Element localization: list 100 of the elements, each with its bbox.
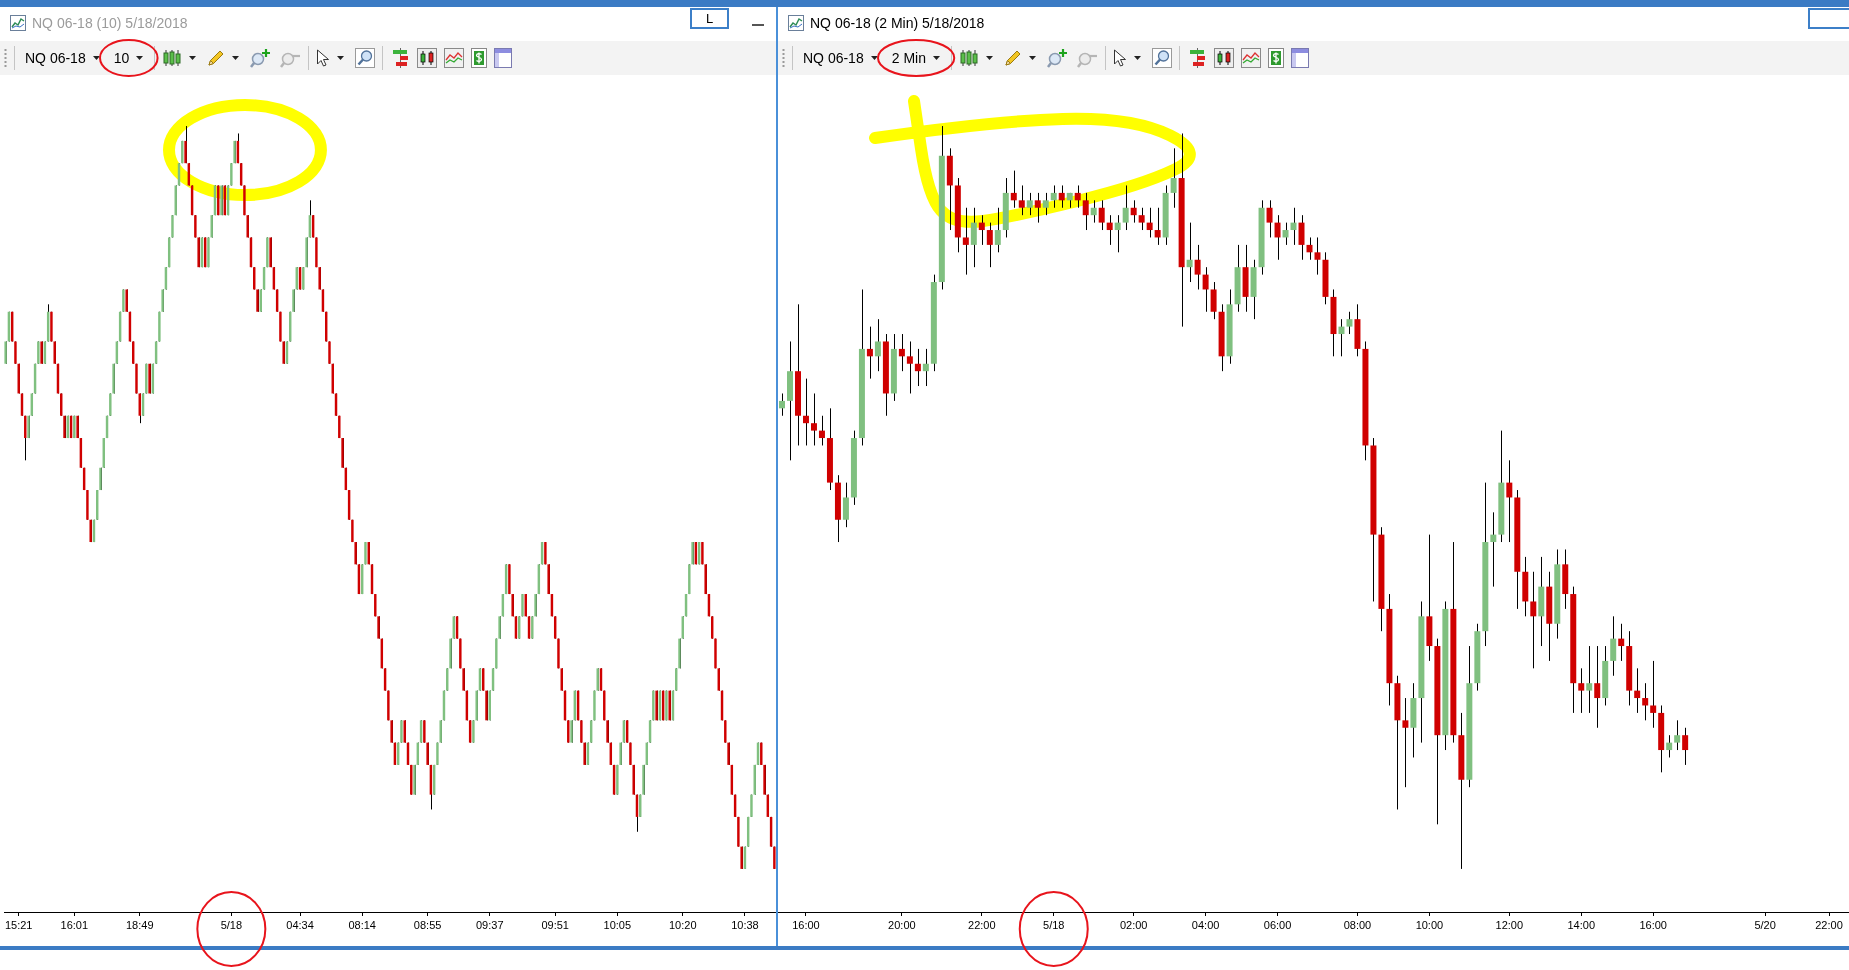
candlestick [1058,184,1065,209]
candlestick [1266,199,1273,238]
x-tick-label: 04:34 [286,918,314,931]
candlestick [994,207,1001,253]
candlestick [1074,184,1081,209]
candlestick [1338,318,1345,357]
candlestick [462,667,465,692]
candlestick [1106,214,1113,246]
x-tick-label: 06:00 [1263,918,1292,931]
text: 2 Min [891,50,926,66]
candlestick [1138,207,1145,231]
x-tick-label: 22:00 [1815,918,1843,931]
candlestick [403,719,406,744]
candlestick [1154,207,1161,246]
candlestick [1122,184,1129,231]
x-tick-label: 08:14 [348,918,376,931]
candlestick [1306,236,1313,261]
text: 10 [113,50,130,66]
candlestick [1274,214,1281,261]
candlestick [1130,199,1137,224]
candlestick [818,415,825,446]
candlestick [1202,266,1209,313]
candlestick [40,340,43,365]
candlestick [14,340,17,365]
candlestick [53,340,56,365]
candlestick [1290,207,1297,246]
x-tick-label: 10:05 [603,918,632,931]
candlestick [256,288,259,313]
candlestick [1610,615,1617,677]
candlestick [978,214,985,246]
candlestick [1098,199,1105,231]
candlestick [423,719,426,744]
candlestick [1042,192,1049,216]
chart-title: NQ 06-18 (2 Min) 5/18/2018 [810,15,985,31]
candlestick [531,615,534,640]
candlestick [125,288,128,313]
candlestick [1594,645,1601,729]
x-tick-label: 02:00 [1119,918,1148,931]
candlestick [1210,281,1217,320]
candlestick [1586,645,1593,714]
candlestick [1034,192,1041,224]
candlestick [970,207,977,268]
candlestick [439,719,442,744]
x-tick-label: 20:00 [888,918,916,931]
candlestick [1082,192,1089,231]
x-tick-label: 5/20 [1754,918,1776,931]
candlestick [1346,311,1353,335]
candlestick [1618,623,1625,662]
candlestick [914,348,921,387]
x-tick-label: 16:00 [1639,918,1667,931]
candlestick [1146,207,1153,238]
candlestick [472,719,475,744]
x-tick-label: 04:00 [1191,918,1220,931]
candlestick [724,719,727,744]
candlestick [498,615,501,640]
x-tick-label: 18:49 [125,918,154,931]
candlestick [1298,214,1305,261]
candlestick [596,667,599,692]
text: NQ 06-18 [803,50,864,66]
candlestick [986,222,993,268]
candlestick [922,348,929,387]
candlestick [390,719,393,744]
candlestick [580,719,583,744]
x-tick-label: 15:21 [4,918,33,931]
candlestick [866,326,873,380]
x-tick-label: 10:00 [1415,918,1444,931]
candlestick [962,207,969,276]
candlestick [1114,214,1121,253]
candlestick [810,392,817,446]
candlestick [1314,236,1321,276]
candlestick [1026,192,1033,216]
candlestick [842,482,849,528]
candlestick [1090,199,1097,224]
candlestick [1666,734,1673,758]
x-tick-label: 09:37 [476,918,504,931]
candlestick [1282,222,1289,246]
candlestick [1578,667,1585,714]
candlestick [37,340,40,365]
button: L [690,8,729,29]
candlestick [1490,511,1497,588]
candlestick [898,333,905,372]
candlestick [1642,682,1649,721]
candlestick [1402,697,1409,788]
x-tick-label: 16:01 [60,918,89,931]
x-tick-label: 5/18 [220,918,243,931]
candlestick [1050,184,1057,209]
chart-title: NQ 06-18 (10) 5/18/2018 [32,15,188,31]
candlestick [1682,727,1689,766]
candlestick [400,719,403,744]
candlestick [1010,170,1017,209]
candlestick [292,288,295,313]
candlestick [122,288,125,313]
x-tick-label: 08:55 [413,918,442,931]
candlestick [1186,222,1193,283]
x-tick-label: 22:00 [968,918,996,931]
x-tick-label: 16:00 [792,918,820,931]
x-tick-label: 10:20 [669,918,697,931]
candlestick [161,288,164,313]
candlestick [906,340,913,394]
x-tick-label: 10:38 [731,918,759,931]
